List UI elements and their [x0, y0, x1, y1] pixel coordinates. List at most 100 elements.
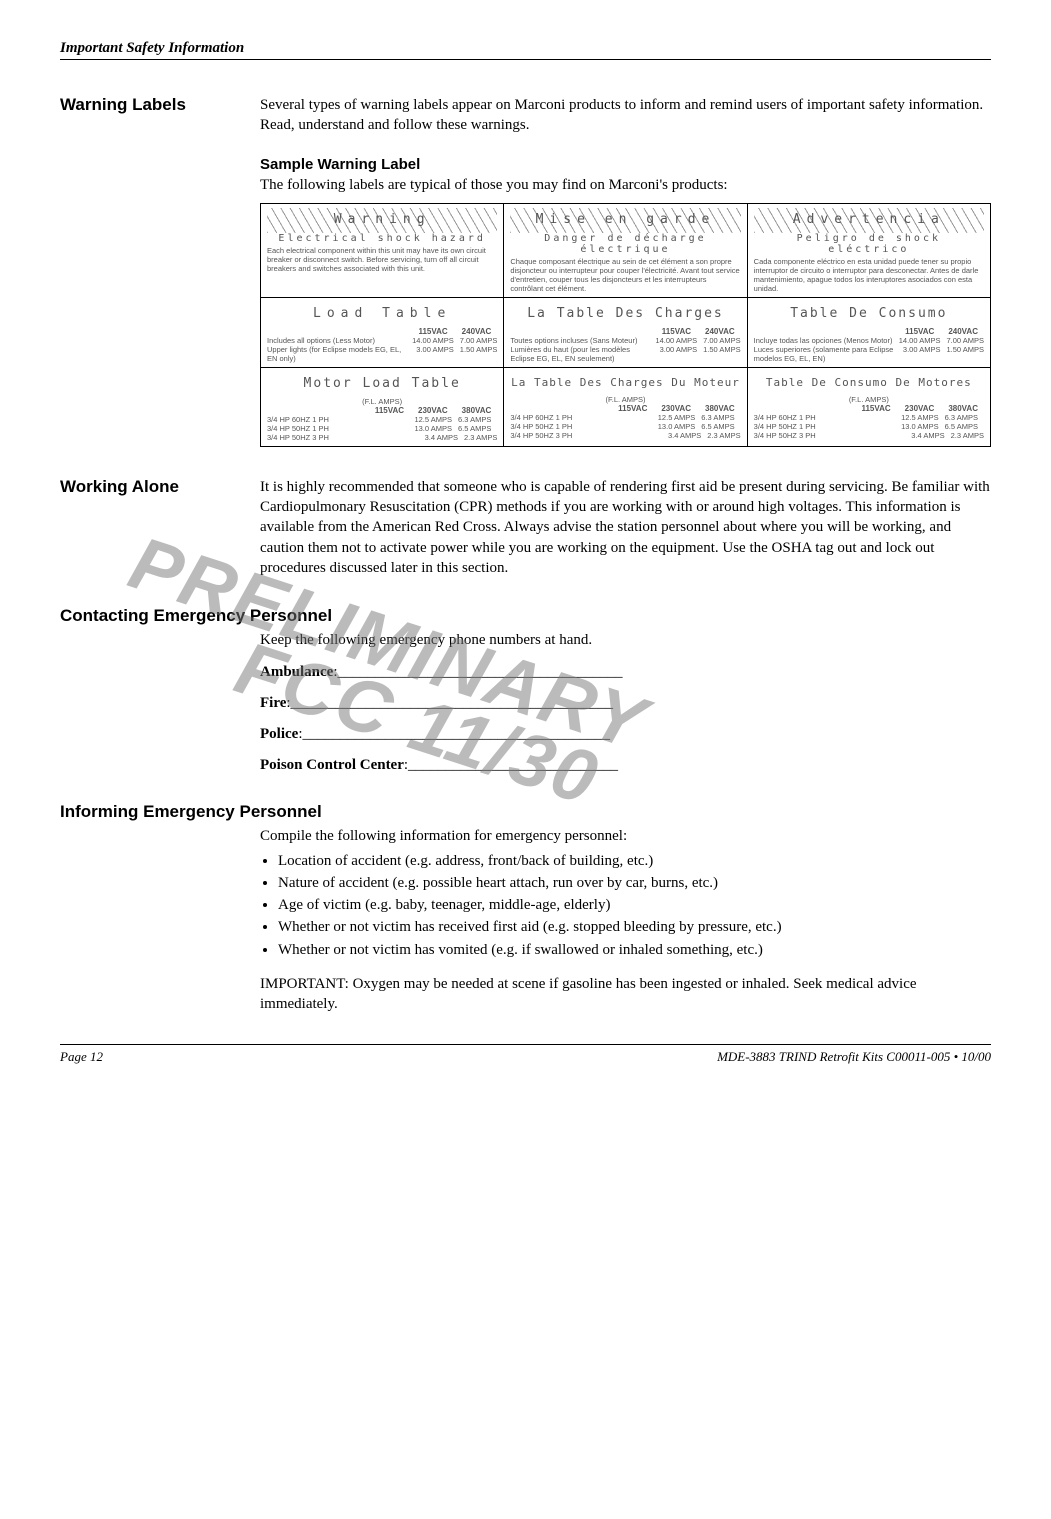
running-header: Important Safety Information [60, 40, 991, 60]
r2en-v3: 3.00 AMPS [416, 345, 454, 363]
r2es-l1: Incluye todas las opciones (Menos Motor) [754, 336, 893, 345]
mc0: 115VAC [375, 406, 404, 415]
r2fr-v1: 14.00 AMPS [655, 336, 697, 345]
mc2e: 380VAC [948, 404, 978, 413]
section-working-alone: Working Alone It is highly recommended t… [60, 477, 991, 578]
informing-bullets: Location of accident (e.g. address, fron… [260, 851, 991, 960]
fig-fl-en: (F.L. AMPS) [267, 397, 497, 406]
section-informing: Informing Emergency Personnel Compile th… [60, 802, 991, 1014]
emergency-label-poison: Poison Control Center [260, 757, 404, 773]
mr0le: 3/4 HP 60HZ 1 PH [754, 413, 895, 422]
heading-contacting: Contacting Emergency Personnel [60, 606, 991, 626]
r2en-l1: Includes all options (Less Motor) [267, 336, 406, 345]
fig-desc-mise: Chaque composant électrique au sein de c… [510, 257, 740, 293]
mr2l: 3/4 HP 50HZ 3 PH [267, 433, 413, 442]
page-footer: Page 12 MDE-3883 TRIND Retrofit Kits C00… [60, 1044, 991, 1065]
mr2le: 3/4 HP 50HZ 3 PH [754, 431, 900, 440]
mr1b: 6.5 AMPS [458, 424, 491, 433]
mc0e: 115VAC [861, 404, 890, 413]
r2es-v2: 7.00 AMPS [946, 336, 984, 345]
r2en-v1: 14.00 AMPS [412, 336, 454, 345]
emergency-label-police: Police [260, 726, 298, 742]
mc1f: 230VAC [661, 404, 691, 413]
fig-title-mise: Mise en garde [510, 208, 740, 233]
mr2lf: 3/4 HP 50HZ 3 PH [510, 431, 656, 440]
bullet-3: Whether or not victim has received first… [278, 917, 991, 937]
sample-warning-label-block: Sample Warning Label The following label… [260, 156, 991, 447]
figure-row-3: Motor Load Table (F.L. AMPS) 115VAC 230VA… [260, 368, 991, 447]
figure-row-1: Warning Electrical shock hazard Each ele… [260, 203, 991, 298]
r2en-v2: 7.00 AMPS [460, 336, 498, 345]
mr2bf: 3.4 AMPS [668, 431, 701, 440]
mr2be: 3.4 AMPS [911, 431, 944, 440]
mr1a: 13.0 AMPS [414, 424, 452, 433]
fig-desc-warning: Each electrical component within this un… [267, 246, 497, 273]
figure-row-2: Load Table 115VAC 240VAC Includes all opt… [260, 298, 991, 368]
figure-cell-load-es: Table De Consumo 115VAC 240VAC Incluye to… [748, 298, 990, 367]
r2fr-l2: Lumières du haut (pour les modèles Eclip… [510, 345, 653, 363]
figure-cell-load-en: Load Table 115VAC240VAC Includes all opt… [261, 298, 504, 367]
heading-warning-labels: Warning Labels [60, 95, 260, 115]
mr0b: 6.3 AMPS [458, 415, 491, 424]
emergency-line-poison: Poison Control Center:__________________… [260, 757, 991, 774]
col-115e: 115VAC [905, 327, 934, 336]
heading-informing: Informing Emergency Personnel [60, 802, 991, 822]
section-contacting: Contacting Emergency Personnel Keep the … [60, 606, 991, 774]
figure-cell-mise: Mise en garde Danger de décharge électri… [504, 204, 747, 297]
r2en-v4: 1.50 AMPS [460, 345, 498, 363]
emergency-line-fire: Fire:___________________________________… [260, 695, 991, 712]
emergency-line-ambulance: Ambulance:______________________________… [260, 664, 991, 681]
figure-cell-warning: Warning Electrical shock hazard Each ele… [261, 204, 504, 297]
r2es-v1: 14.00 AMPS [899, 336, 941, 345]
figure-cell-adv: Advertencia Peligro de shock eléctrico C… [748, 204, 990, 297]
r2fr-l1: Toutes options incluses (Sans Moteur) [510, 336, 649, 345]
warning-label-figure: Warning Electrical shock hazard Each ele… [260, 203, 991, 447]
fig-title-motor-en: Motor Load Table [267, 372, 497, 397]
col-240f: 240VAC [705, 327, 735, 336]
bullet-1: Nature of accident (e.g. possible heart … [278, 873, 991, 893]
mr0a: 12.5 AMPS [414, 415, 452, 424]
fig-title-load-es: Table De Consumo [754, 302, 984, 327]
mr1le: 3/4 HP 50HZ 1 PH [754, 422, 895, 431]
mr0be: 6.3 AMPS [945, 413, 978, 422]
sample-warning-label-intro: The following labels are typical of thos… [260, 175, 991, 195]
fig-title-warning: Warning [267, 208, 497, 233]
working-alone-text: It is highly recommended that someone wh… [260, 477, 991, 578]
mc1: 230VAC [418, 406, 448, 415]
bullet-2: Age of victim (e.g. baby, teenager, midd… [278, 895, 991, 915]
informing-intro: Compile the following information for em… [260, 826, 991, 846]
r2es-v4: 1.50 AMPS [946, 345, 984, 363]
heading-sample-warning-label: Sample Warning Label [260, 156, 991, 173]
footer-right: MDE-3883 TRIND Retrofit Kits C00011-005 … [717, 1049, 991, 1065]
col-240e: 240VAC [948, 327, 978, 336]
fig-fl-fr: (F.L. AMPS) [510, 395, 740, 404]
mr0l: 3/4 HP 60HZ 1 PH [267, 415, 408, 424]
mr2cf: 2.3 AMPS [707, 431, 740, 440]
emergency-blank-police: :_______________________________________… [298, 726, 610, 742]
mr1lf: 3/4 HP 50HZ 1 PH [510, 422, 651, 431]
figure-cell-motor-es: Table De Consumo De Motores (F.L. AMPS) … [748, 368, 990, 446]
fig-title-load-en: Load Table [267, 302, 497, 327]
bullet-0: Location of accident (e.g. address, fron… [278, 851, 991, 871]
mr0bf: 6.3 AMPS [701, 413, 734, 422]
r2es-l2: Luces superiores (solamente para Eclipse… [754, 345, 897, 363]
emergency-blank-ambulance: :______________________________________ [333, 664, 622, 680]
mr1bf: 6.5 AMPS [701, 422, 734, 431]
emergency-blank-fire: :_______________________________________… [286, 695, 613, 711]
emergency-line-police: Police:_________________________________… [260, 726, 991, 743]
mc2: 380VAC [462, 406, 492, 415]
mr0ae: 12.5 AMPS [901, 413, 939, 422]
fig-fl-es: (F.L. AMPS) [754, 395, 984, 404]
warning-labels-intro: Several types of warning labels appear o… [260, 95, 991, 136]
r2en-l2: Upper lights (for Eclipse models EG, EL,… [267, 345, 410, 363]
contacting-intro: Keep the following emergency phone numbe… [260, 630, 991, 650]
mr1ae: 13.0 AMPS [901, 422, 939, 431]
mr1af: 13.0 AMPS [658, 422, 696, 431]
fig-sub-mise: Danger de décharge électrique [510, 233, 740, 257]
col-115: 115VAC [418, 327, 447, 336]
mr0af: 12.5 AMPS [658, 413, 696, 422]
mc1e: 230VAC [905, 404, 935, 413]
fig-desc-adv: Cada componente eléctrico en esta unidad… [754, 257, 984, 293]
mr2b: 3.4 AMPS [425, 433, 458, 442]
heading-working-alone: Working Alone [60, 477, 260, 497]
